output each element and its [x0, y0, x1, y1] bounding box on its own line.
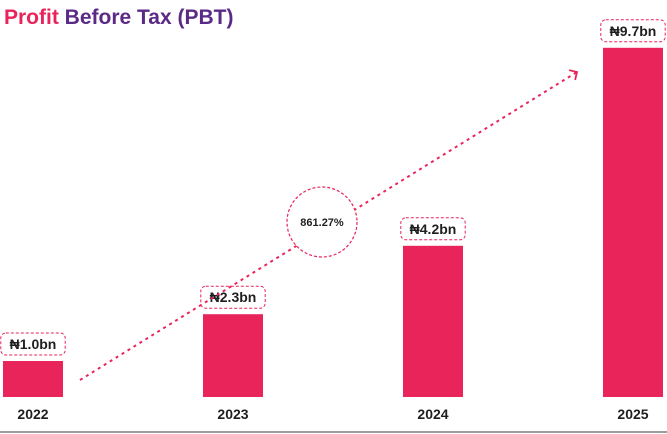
- value-label-2025: ₦9.7bn: [610, 23, 657, 39]
- value-labels-group: ₦1.0bn ₦2.3bn ₦4.2bn ₦9.7bn: [0, 19, 666, 356]
- bar-2025: [603, 47, 663, 398]
- x-tick-2022: 2022: [17, 406, 48, 422]
- bars-group: [3, 47, 663, 398]
- x-tick-2025: 2025: [617, 406, 648, 422]
- title-accent: Profit: [4, 6, 59, 29]
- value-label-box-2023: [200, 285, 266, 309]
- value-label-box-2025: [600, 19, 666, 43]
- value-label-2023: ₦2.3bn: [210, 289, 257, 305]
- x-tick-2023: 2023: [217, 406, 248, 422]
- growth-label: 861.27%: [300, 217, 344, 229]
- growth-annotation: 861.27%: [286, 186, 358, 258]
- bar-2023: [203, 314, 263, 397]
- value-label-box-2024: [400, 217, 466, 241]
- bar-2024: [403, 245, 463, 397]
- value-label-2022: ₦1.0bn: [10, 336, 57, 352]
- chart-title: Profit Before Tax (PBT): [4, 6, 233, 30]
- value-label-box-2022: [0, 332, 66, 356]
- value-label-2024: ₦4.2bn: [410, 221, 457, 237]
- title-main: Before Tax (PBT): [64, 6, 234, 29]
- bar-2022: [3, 361, 63, 397]
- x-axis-ticks: 2022 2023 2024 2025: [17, 406, 648, 422]
- x-tick-2024: 2024: [417, 406, 448, 422]
